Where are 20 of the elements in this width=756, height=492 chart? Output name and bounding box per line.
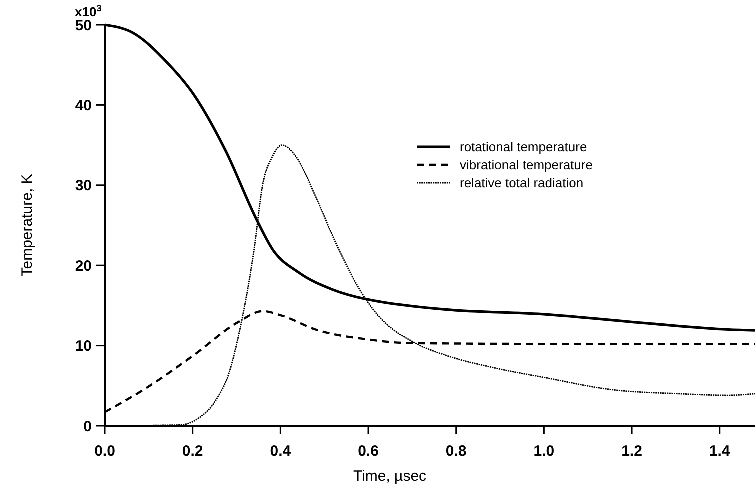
x-tick-label: 0.8	[446, 443, 467, 460]
x-axis-title: Time, µsec	[353, 468, 428, 485]
y-tick-label: 10	[75, 338, 92, 356]
text: x10$^{3}$	[75, 4, 102, 20]
x-tick-label: 1.4	[709, 443, 731, 460]
x-tick-label: 1.0	[534, 443, 555, 460]
x-tick-label: 0.6	[358, 443, 379, 460]
y-tick-label: 30	[75, 178, 92, 195]
y-axis-title: Temperature, K	[19, 174, 36, 277]
y-tick-label: 40	[75, 97, 92, 114]
legend-label: rotational temperature	[460, 140, 588, 155]
y-tick-label: 50	[75, 17, 92, 34]
x-tick-label: 1.2	[622, 443, 642, 460]
y-tick-label: 0	[84, 418, 92, 436]
x-tick-label: 0.4	[270, 443, 292, 460]
x-tick-label: 0.2	[182, 443, 204, 460]
y-tick-label: 20	[75, 258, 92, 275]
legend-label: relative total radiation	[460, 176, 584, 191]
legend-label: vibrational temperature	[460, 158, 593, 173]
x-tick-label: 0.0	[94, 443, 116, 460]
